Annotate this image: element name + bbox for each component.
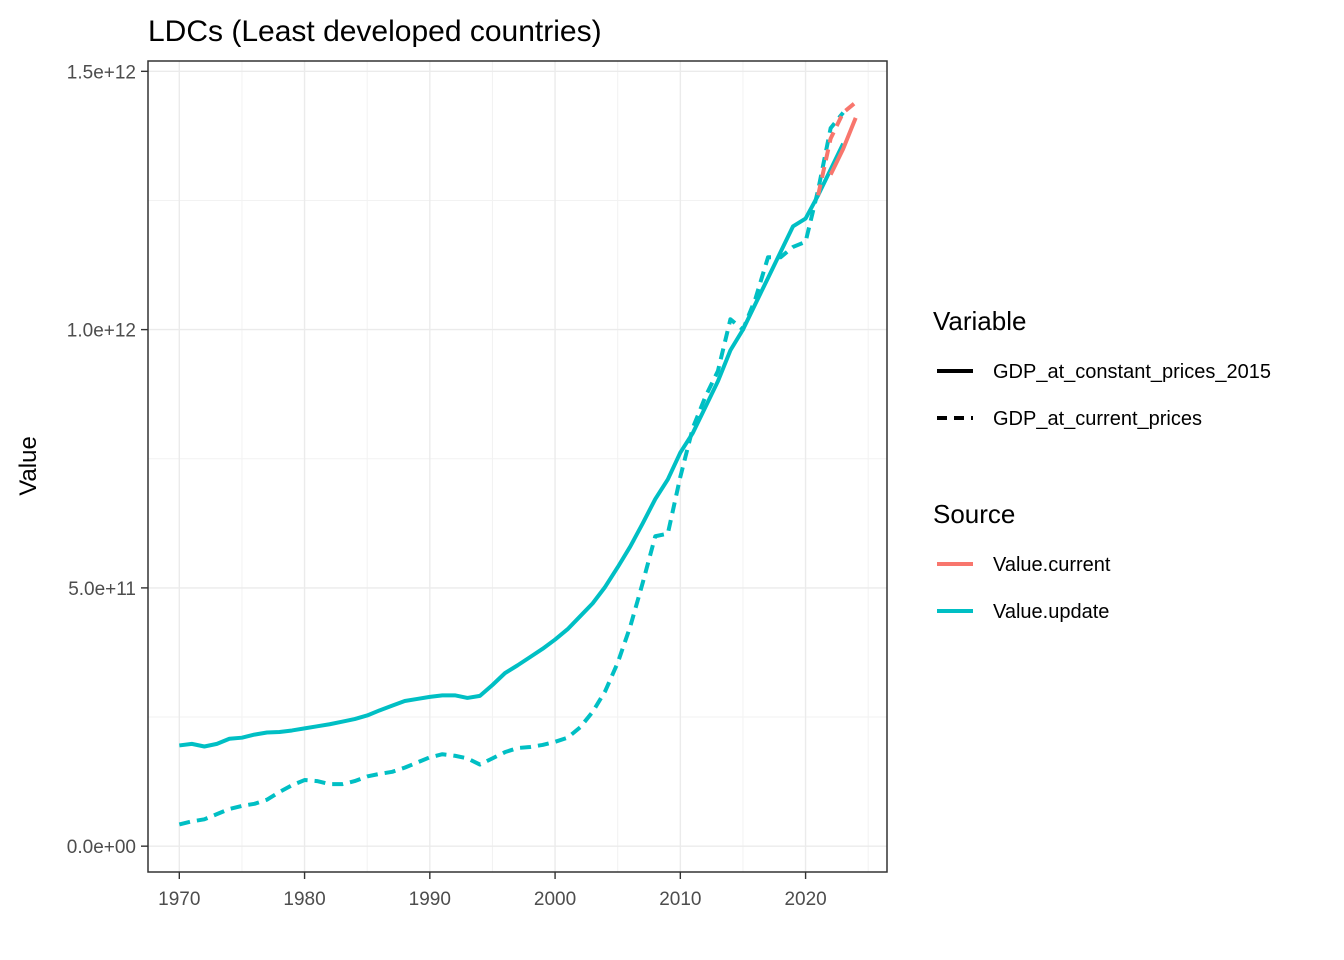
y-tick-label: 5.0e+11 [68, 579, 136, 600]
y-tick-label: 1.5e+12 [67, 62, 136, 83]
plot-lines [178, 100, 858, 827]
legend-label: GDP_at_constant_prices_2015 [993, 361, 1271, 383]
x-tick-label: 1980 [283, 889, 325, 910]
series-line-value-current-constant-prices [828, 117, 858, 176]
x-tick-label: 1990 [409, 889, 451, 910]
x-tick-label: 2000 [534, 889, 576, 910]
legend-label: Value.current [993, 554, 1111, 576]
x-tick-label: 2010 [659, 889, 701, 910]
y-tick-label: 0.0e+00 [67, 837, 136, 858]
panel-border [147, 60, 888, 873]
legend-title: Source [933, 499, 1015, 529]
axes: 1970 1980 1990 2000 2010 2020 0.0e+00 5.0e+11 1.… [67, 62, 827, 910]
x-tick-label: 1970 [158, 889, 200, 910]
y-tick-label: 1.0e+12 [67, 321, 136, 342]
series-line-value-current-current-prices [816, 100, 857, 196]
chart-title: LDCs (Least developed countries) [148, 15, 602, 48]
legend-label: GDP_at_current_prices [993, 408, 1202, 430]
grid [148, 61, 887, 872]
series-line-value-update-current-prices [178, 111, 845, 827]
legend-title: Variable [933, 306, 1026, 336]
legend-label: Value.update [993, 601, 1109, 623]
series-line-value-update-constant-prices [179, 142, 845, 749]
legend: Variable GDP_at_constant_prices_2015 GDP_a… [933, 306, 1271, 623]
y-axis-label: Value [15, 436, 42, 496]
x-tick-label: 2020 [784, 889, 826, 910]
